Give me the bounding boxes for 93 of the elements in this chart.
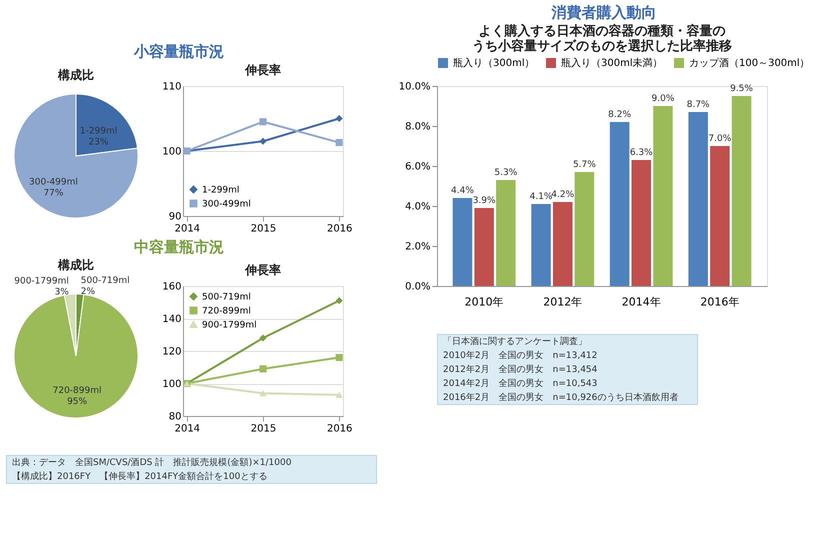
legend-label: 900-1799ml bbox=[202, 320, 257, 330]
text: 2012年2月 全国の男女 n=13,454 bbox=[443, 364, 598, 375]
data-label: 5.7% bbox=[572, 160, 596, 170]
chart-title: 伸長率 bbox=[244, 263, 281, 277]
point bbox=[259, 390, 267, 396]
point bbox=[259, 118, 267, 126]
point bbox=[336, 139, 343, 146]
text: 「日本酒に関するアンケート調査」 bbox=[443, 336, 587, 347]
legend-label: 300-499ml bbox=[202, 200, 251, 210]
y-tick-label: 8.0% bbox=[405, 122, 430, 132]
bar bbox=[653, 106, 673, 286]
data-label: 3% bbox=[54, 287, 70, 298]
pie-slice bbox=[14, 294, 138, 418]
y-tick-label: 100 bbox=[162, 379, 182, 390]
y-tick-label: 6.0% bbox=[405, 162, 430, 172]
text: 【構成比】2016FY 【伸長率】2014FY金額合計を100とする bbox=[12, 471, 268, 482]
slice-label: 300-499ml bbox=[29, 178, 78, 188]
legend-label: 瓶入り（300ml） bbox=[453, 57, 535, 69]
x-tick-label: 2015 bbox=[250, 424, 276, 434]
slice-label: 1-299ml bbox=[80, 126, 118, 136]
text: 2010年2月 全国の男女 n=13,412 bbox=[443, 350, 598, 361]
x-tick-label: 2016 bbox=[326, 224, 352, 234]
data-label: 4.4% bbox=[451, 186, 474, 196]
source-note: 出典：データ 全国SM/CVS/酒DS 計 推計販売規模(金額)×1/1000 bbox=[12, 457, 292, 468]
bar bbox=[496, 180, 516, 286]
slice-label: 900-1799ml bbox=[14, 276, 69, 286]
legend-label: カップ酒（100～300ml） bbox=[689, 57, 810, 69]
point bbox=[336, 297, 343, 304]
x-tick-label: 2010年 bbox=[464, 296, 504, 308]
text: 2016年2月 全国の男女 n=10,926のうち日本酒飲用者 bbox=[443, 392, 678, 403]
chart-title: 構成比 bbox=[57, 258, 94, 272]
point bbox=[259, 138, 267, 145]
bar bbox=[574, 172, 594, 286]
bar bbox=[632, 160, 652, 286]
y-tick-label: 120 bbox=[162, 346, 182, 358]
data-label: 23% bbox=[88, 137, 109, 148]
bar bbox=[531, 204, 551, 286]
y-tick-label: 0.0% bbox=[405, 282, 430, 292]
point bbox=[336, 354, 343, 362]
legend-label: 720-899ml bbox=[202, 306, 251, 316]
text: 中容量瓶市況 bbox=[134, 238, 224, 256]
chart-title: よく購入する日本酒の容器の種類・容量のうち小容量サイズのものを選択した比率推移 bbox=[472, 23, 732, 54]
data-label: 8.2% bbox=[608, 110, 632, 120]
legend-label: 瓶入り（300ml未満） bbox=[561, 57, 663, 69]
y-tick-label: 160 bbox=[162, 282, 182, 292]
pie-slice bbox=[14, 94, 138, 218]
x-tick-label: 2014 bbox=[174, 224, 200, 234]
data-label: 5.3% bbox=[494, 168, 518, 178]
data-label: 4.2% bbox=[551, 190, 575, 200]
x-tick-label: 2014年 bbox=[622, 296, 661, 308]
text: 2014年2月 全国の男女 n=10,543 bbox=[443, 378, 598, 389]
data-label: 9.0% bbox=[652, 94, 675, 104]
x-tick-label: 2015 bbox=[250, 224, 276, 234]
x-tick-label: 2014 bbox=[174, 424, 200, 434]
data-label: 3.9% bbox=[472, 196, 496, 206]
y-tick-label: 100 bbox=[162, 146, 182, 158]
bar bbox=[688, 112, 708, 286]
data-label: 2% bbox=[80, 287, 96, 298]
y-tick-label: 110 bbox=[162, 82, 182, 92]
bar bbox=[474, 208, 494, 286]
data-label: 95% bbox=[67, 397, 88, 408]
data-label: 77% bbox=[43, 188, 64, 199]
legend-label: 500-719ml bbox=[202, 292, 251, 302]
y-tick-label: 10.0% bbox=[398, 82, 430, 92]
text: 小容量瓶市況 bbox=[133, 42, 224, 60]
chart-title: 構成比 bbox=[57, 68, 94, 82]
slice-label: 720-899ml bbox=[52, 386, 102, 396]
bar bbox=[452, 198, 472, 286]
x-tick-label: 2016年 bbox=[700, 296, 740, 308]
point bbox=[259, 365, 267, 372]
data-label: 9.5% bbox=[730, 84, 754, 94]
data-label: 4.1% bbox=[530, 192, 553, 202]
point bbox=[259, 334, 267, 342]
slice-label: 500-719ml bbox=[80, 276, 130, 286]
text: 消費者購入動向 bbox=[550, 4, 657, 22]
y-tick-label: 4.0% bbox=[405, 202, 430, 212]
point bbox=[336, 392, 343, 398]
bar bbox=[610, 122, 630, 286]
x-tick-label: 2012年 bbox=[543, 296, 582, 308]
chart-title: 伸長率 bbox=[244, 63, 281, 77]
y-tick-label: 2.0% bbox=[405, 242, 430, 252]
data-label: 7.0% bbox=[708, 134, 732, 144]
y-tick-label: 80 bbox=[168, 412, 182, 422]
y-tick-label: 140 bbox=[162, 314, 182, 325]
bar bbox=[732, 96, 752, 286]
legend-label: 1-299ml bbox=[202, 186, 240, 196]
y-tick-label: 90 bbox=[168, 212, 182, 222]
x-tick-label: 2016 bbox=[326, 424, 352, 434]
bar bbox=[552, 202, 572, 286]
data-label: 6.3% bbox=[630, 148, 654, 158]
data-label: 8.7% bbox=[686, 100, 710, 110]
bar bbox=[710, 146, 730, 286]
point bbox=[336, 114, 343, 122]
